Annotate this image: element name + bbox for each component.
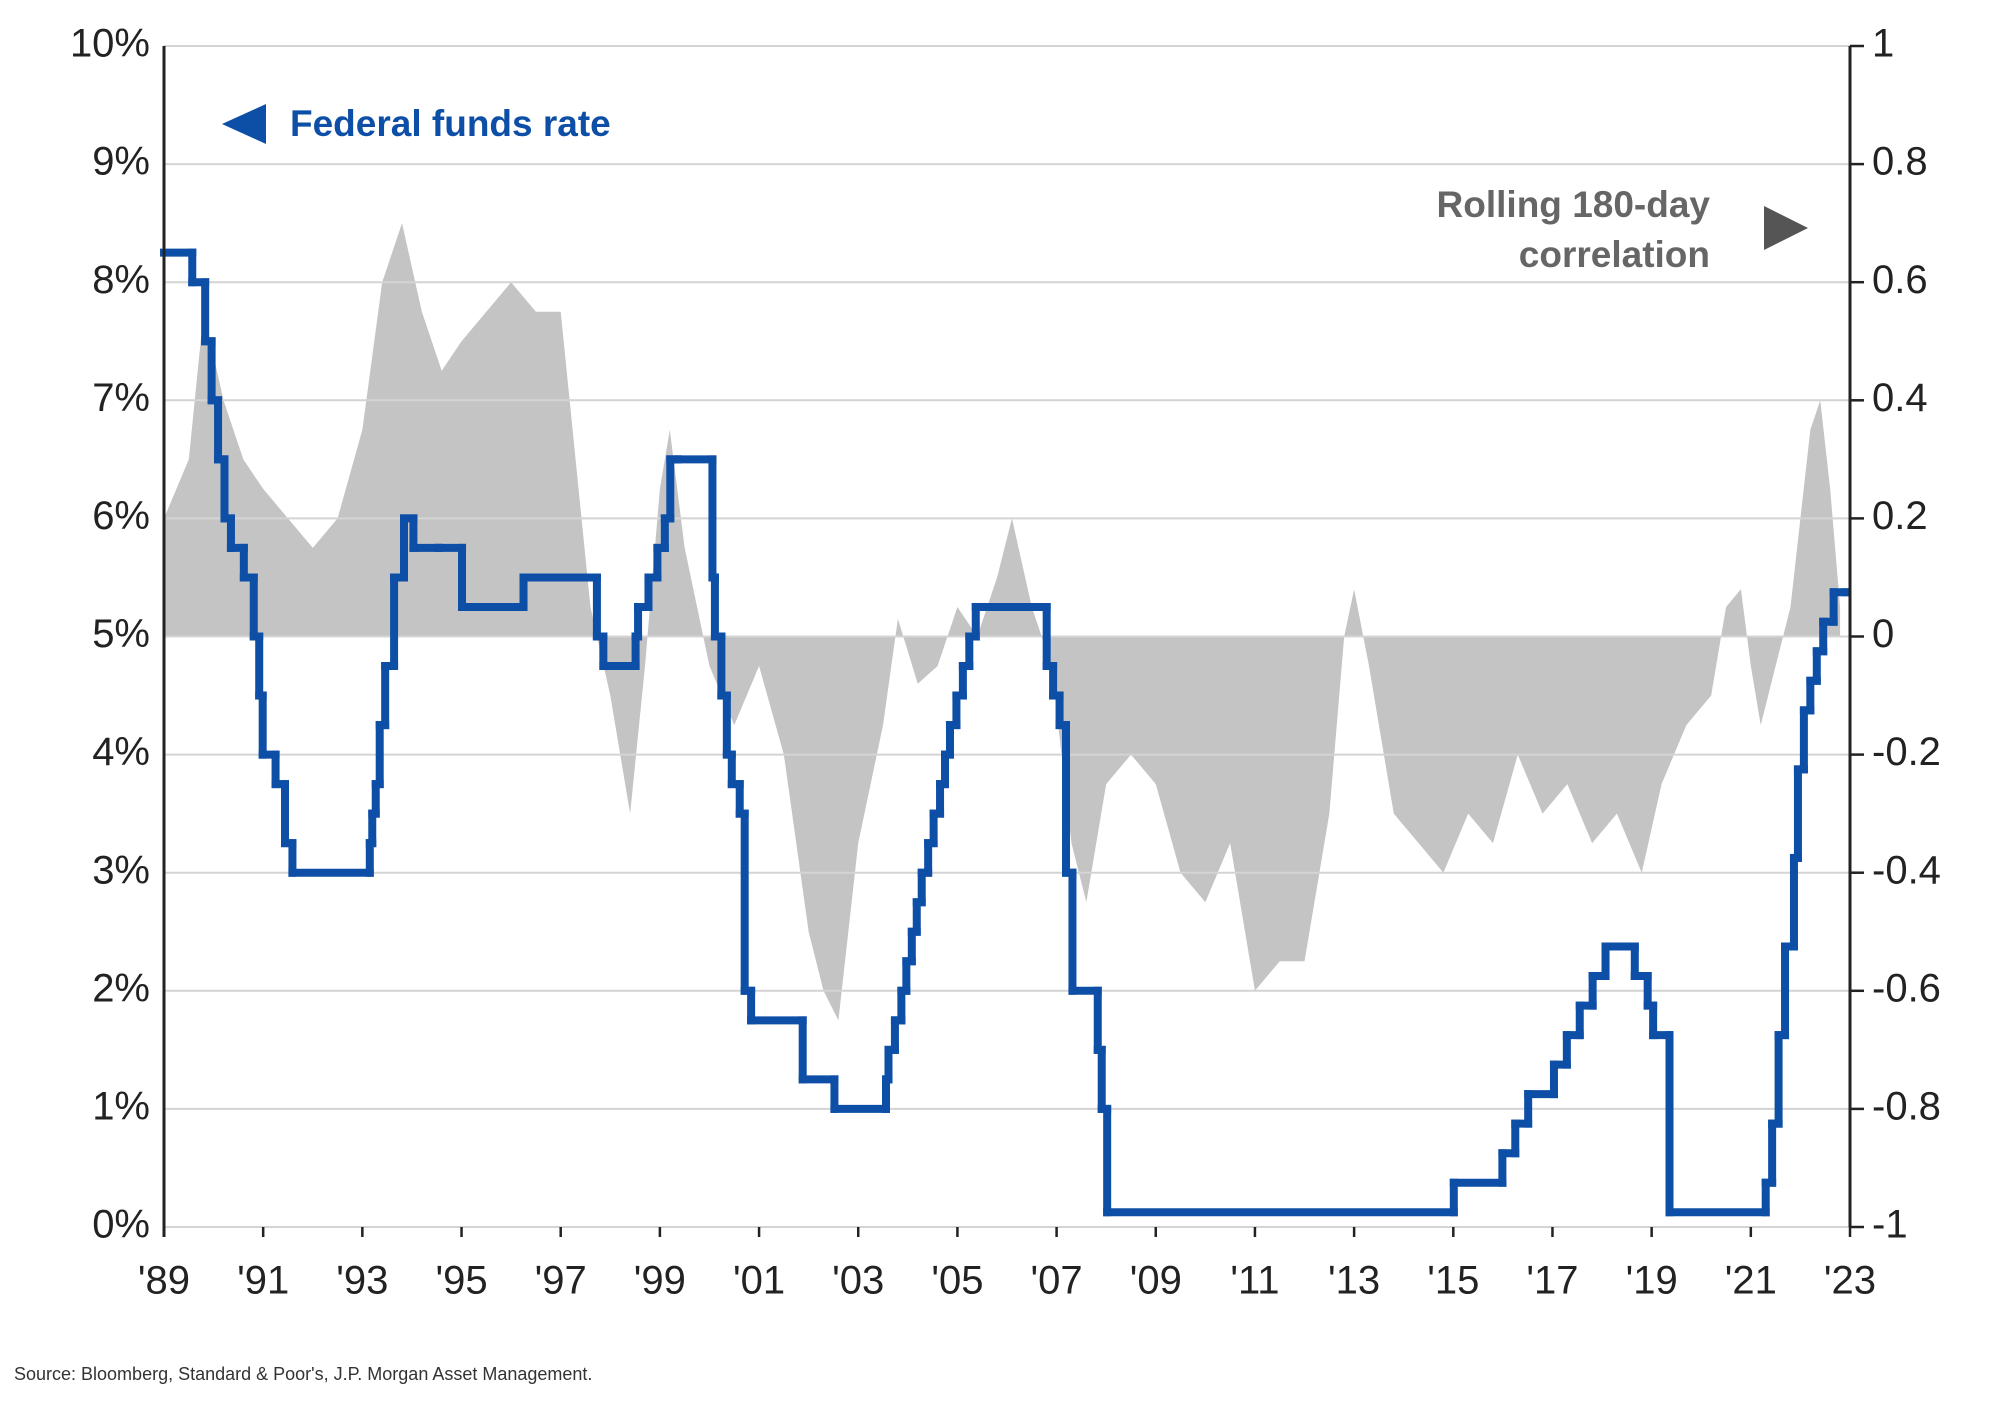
x-tick-label: '93 xyxy=(336,1259,388,1303)
axis-layer: 0% 1% 2% 3% 4% 5% 6% 7% 8% 9% 10% -1 -0.8 -0.6 -0.4 -0.… xyxy=(70,22,1941,1303)
x-tick-label: '15 xyxy=(1427,1259,1479,1303)
x-tick-label: '91 xyxy=(237,1259,289,1303)
x-tick-label: '13 xyxy=(1328,1259,1380,1303)
rate-step-connectors xyxy=(188,248,1850,1217)
correlation-area xyxy=(164,223,1841,1021)
y-tick-label: 6% xyxy=(92,494,150,538)
correlation-label-box: Rolling 180-day correlation xyxy=(1436,184,1710,275)
x-tick-label: '05 xyxy=(931,1259,983,1303)
left-arrow xyxy=(222,104,266,144)
source-note: Source: Bloomberg, Standard & Poor's, J.… xyxy=(14,1364,592,1384)
y-tick-label: 7% xyxy=(92,376,150,420)
y-tick-label: 1% xyxy=(92,1084,150,1128)
y-tick-label: 3% xyxy=(92,848,150,892)
y-tick-label: 5% xyxy=(92,612,150,656)
x-tick-label: '95 xyxy=(435,1259,487,1303)
line-layer xyxy=(160,248,1850,1217)
y2-tick-label: 0.2 xyxy=(1872,494,1928,538)
x-tick-label: '11 xyxy=(1230,1259,1279,1303)
x-tick-label: '23 xyxy=(1824,1259,1876,1303)
y-tick-label: 4% xyxy=(92,730,150,774)
y2-tick-label: 0.8 xyxy=(1872,140,1928,184)
x-tick-label: '99 xyxy=(634,1259,686,1303)
y2-tick-label: 0.6 xyxy=(1872,258,1928,302)
x-tick-label: '21 xyxy=(1725,1259,1777,1303)
grid-layer xyxy=(164,45,1850,1228)
y-tick-label: 2% xyxy=(92,966,150,1010)
y2-tick-label: 1 xyxy=(1872,22,1894,66)
x-tick-label: '07 xyxy=(1031,1259,1083,1303)
y-tick-label: 9% xyxy=(92,140,150,184)
y-tick-label: 0% xyxy=(92,1203,150,1247)
x-tick-label: '19 xyxy=(1626,1259,1678,1303)
y2-tick-label: 0 xyxy=(1872,612,1894,656)
correlation-label: Rolling 180-day correlation xyxy=(1436,184,1710,275)
y2-tick-label: -0.8 xyxy=(1872,1084,1941,1128)
y-tick-label: 10% xyxy=(70,22,150,66)
x-tick-label: '17 xyxy=(1526,1259,1578,1303)
x-tick-label: '09 xyxy=(1130,1259,1182,1303)
right-arrow xyxy=(1764,206,1808,250)
y2-tick-label: -0.6 xyxy=(1872,966,1941,1010)
x-tick-label: '97 xyxy=(535,1259,587,1303)
fed-funds-label: Federal funds rate xyxy=(290,103,611,144)
x-tick-label: '89 xyxy=(138,1259,190,1303)
y2-tick-label: -0.4 xyxy=(1872,848,1941,892)
y2-tick-label: -1 xyxy=(1872,1203,1908,1247)
x-tick-label: '01 xyxy=(733,1259,785,1303)
y-tick-label: 8% xyxy=(92,258,150,302)
y2-tick-label: 0.4 xyxy=(1872,376,1928,420)
area-layer xyxy=(164,223,1841,1021)
y2-tick-label: -0.2 xyxy=(1872,730,1941,774)
x-tick-label: '03 xyxy=(832,1259,884,1303)
